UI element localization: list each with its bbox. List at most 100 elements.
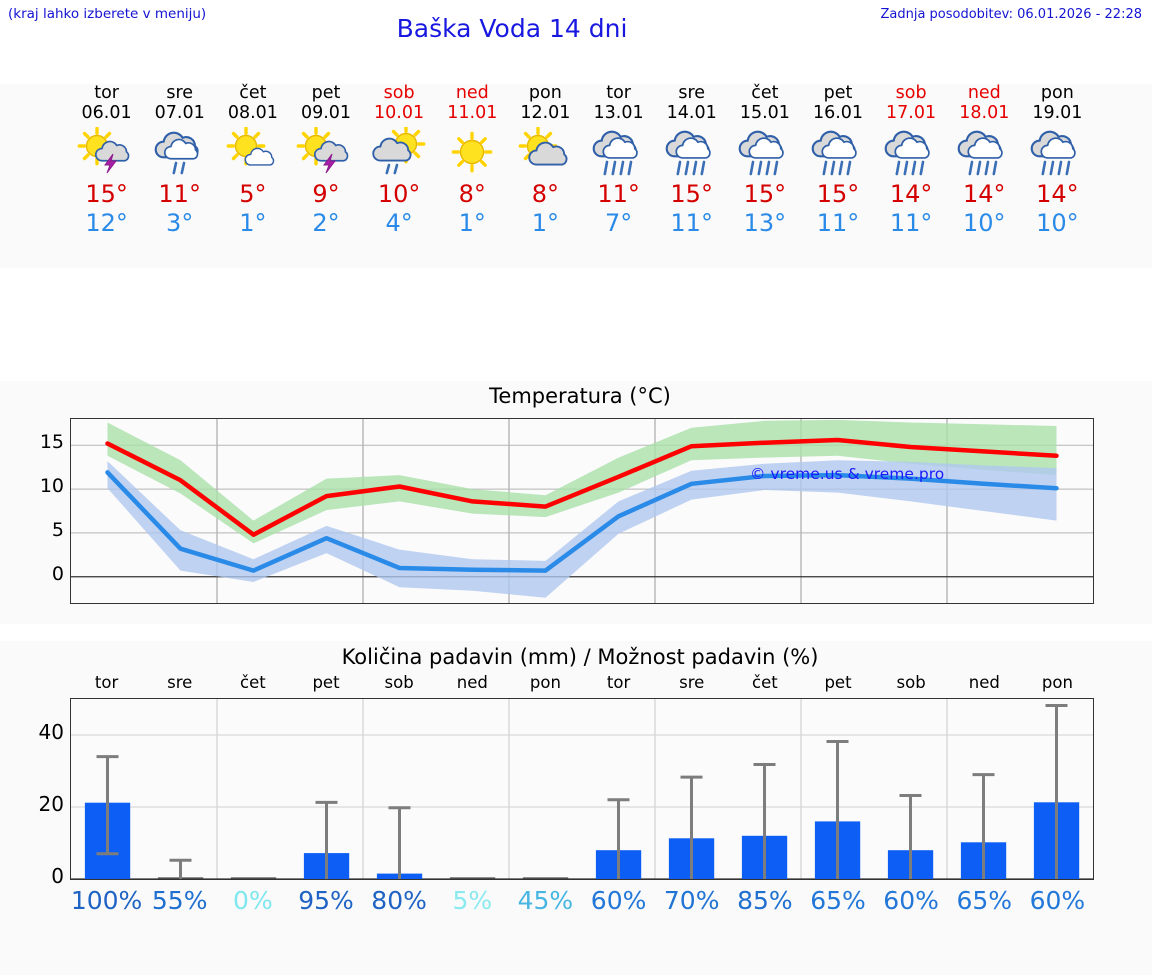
precip-y-tick: 0: [51, 864, 64, 888]
weather-icon-wrap: [945, 127, 1023, 179]
temperature-chart-section: Temperatura (°C) 0 5 10 15: [0, 381, 1152, 624]
day-column-10-01[interactable]: sob 10.01 10° 4°: [360, 84, 438, 238]
weather-icon-wrap: [433, 127, 511, 179]
day-name: pet: [823, 83, 853, 103]
precipitation-chart-section: Količina padavin (mm) / Možnost padavin …: [0, 641, 1152, 975]
precip-probability: 95%: [298, 886, 354, 915]
day-name: pet: [311, 83, 341, 103]
day-date: 08.01: [227, 103, 278, 123]
precip-day-label: ned: [968, 673, 1000, 692]
temp-min: 2°: [312, 209, 340, 237]
day-name: pon: [1040, 83, 1074, 103]
precip-probability: 70%: [663, 886, 720, 915]
precip-y-tick: 40: [38, 720, 64, 744]
temp-min: 10°: [1036, 209, 1079, 237]
day-date: 18.01: [959, 103, 1010, 123]
cloud-rain-icon: [588, 127, 650, 179]
precip-day-label: pon: [1041, 673, 1073, 692]
temperature-plot-area: [70, 418, 1094, 604]
temp-max: 8°: [458, 180, 486, 208]
precipitation-plot-area: [70, 698, 1094, 880]
precip-bar: [230, 877, 277, 879]
precip-probability: 65%: [810, 886, 866, 915]
precip-day-label: pon: [529, 673, 561, 692]
temp-max: 8°: [531, 180, 560, 208]
daily-forecast-strip: tor 06.01 15° 12° sre 07.01 11° 3° čet 08.01 5°…: [0, 84, 1152, 268]
day-date: 15.01: [739, 103, 790, 123]
weather-icon-wrap: [872, 127, 950, 179]
precipitation-plot-svg: [71, 699, 1093, 880]
precip-day-label: tor: [606, 673, 631, 692]
temp-min: 1°: [531, 209, 560, 237]
temp-min: 7°: [604, 209, 633, 237]
day-date: 14.01: [666, 103, 717, 123]
day-column-15-01[interactable]: čet 15.01 15° 13°: [726, 84, 804, 238]
precip-probability: 80%: [371, 886, 427, 915]
temp-min: 4°: [385, 209, 413, 237]
day-date: 09.01: [300, 103, 352, 123]
precip-bar: [449, 877, 496, 879]
precip-probability: 55%: [151, 886, 208, 915]
temperature-line: [105, 470, 1059, 573]
temp-y-tick: 15: [39, 431, 64, 454]
precip-day-label: tor: [94, 673, 119, 692]
temp-y-tick: 5: [51, 518, 64, 541]
weather-icon-wrap: [214, 127, 292, 179]
weather-icon-wrap: [141, 127, 219, 179]
day-column-18-01[interactable]: ned 18.01 14° 10°: [945, 84, 1023, 238]
precip-probability: 0%: [233, 886, 273, 915]
weather-icon-wrap: [1018, 127, 1096, 179]
temp-max: 11°: [597, 180, 640, 208]
precip-probability: 85%: [737, 886, 793, 915]
precip-probability: 60%: [1029, 886, 1086, 915]
precip-day-label: sob: [896, 673, 926, 692]
day-column-08-01[interactable]: čet 08.01 5° 1°: [214, 84, 292, 238]
day-column-12-01[interactable]: pon 12.01 8° 1°: [506, 84, 584, 238]
precip-day-label: sre: [679, 673, 705, 692]
day-column-14-01[interactable]: sre 14.01 15° 11°: [653, 84, 731, 238]
day-date: 10.01: [374, 103, 425, 123]
day-column-16-01[interactable]: pet 16.01 15° 11°: [799, 84, 877, 238]
menu-hint-text: (kraj lahko izberete v meniju): [8, 6, 207, 22]
day-column-19-01[interactable]: pon 19.01 14° 10°: [1018, 84, 1096, 238]
weather-icon-wrap: [287, 127, 365, 179]
cloud-drizzle-icon: [149, 127, 211, 179]
day-date: 06.01: [81, 103, 132, 123]
cloud-rain-icon: [807, 127, 869, 179]
last-update-label: Zadnja posodobitev: 06.01.2026 - 22:28: [880, 7, 1142, 22]
precip-day-label: pet: [312, 673, 340, 692]
precip-day-label: pet: [824, 673, 852, 692]
precip-probability: 5%: [452, 886, 493, 915]
day-name: sob: [383, 83, 415, 103]
temperature-band: [107, 419, 1057, 544]
cloud-rain-icon: [880, 127, 942, 179]
precip-probability: 60%: [883, 886, 939, 915]
day-name: sre: [166, 83, 194, 103]
day-column-06-01[interactable]: tor 06.01 15° 12°: [68, 84, 146, 238]
precip-day-label: sob: [384, 673, 414, 692]
day-date: 11.01: [447, 103, 498, 123]
temp-min: 3°: [166, 209, 194, 237]
temp-min: 1°: [239, 209, 267, 237]
temperature-chart-title: Temperatura (°C): [489, 384, 671, 408]
cloud-rain-icon: [661, 127, 723, 179]
temp-max: 15°: [85, 180, 128, 208]
day-column-11-01[interactable]: ned 11.01 8° 1°: [433, 84, 511, 238]
weather-icon-wrap: [360, 127, 438, 179]
temp-max: 5°: [239, 180, 267, 208]
temp-min: 13°: [743, 209, 787, 237]
precip-day-label: čet: [752, 673, 778, 692]
weather-icon-wrap: [799, 127, 877, 179]
day-column-07-01[interactable]: sre 07.01 11° 3°: [141, 84, 219, 238]
precip-bar: [522, 877, 569, 879]
day-column-13-01[interactable]: tor 13.01 11° 7°: [580, 84, 658, 238]
day-name: pon: [528, 83, 562, 103]
day-column-17-01[interactable]: sob 17.01 14° 11°: [872, 84, 950, 238]
day-column-09-01[interactable]: pet 09.01 9° 2°: [287, 84, 365, 238]
sun-cloud-icon: [514, 127, 576, 179]
day-name: ned: [455, 83, 489, 103]
cloud-rain-icon: [734, 127, 796, 179]
day-name: ned: [967, 83, 1001, 103]
sun-cloud-thunder-icon: [76, 127, 138, 179]
page-title: Baška Voda 14 dni: [396, 14, 628, 43]
